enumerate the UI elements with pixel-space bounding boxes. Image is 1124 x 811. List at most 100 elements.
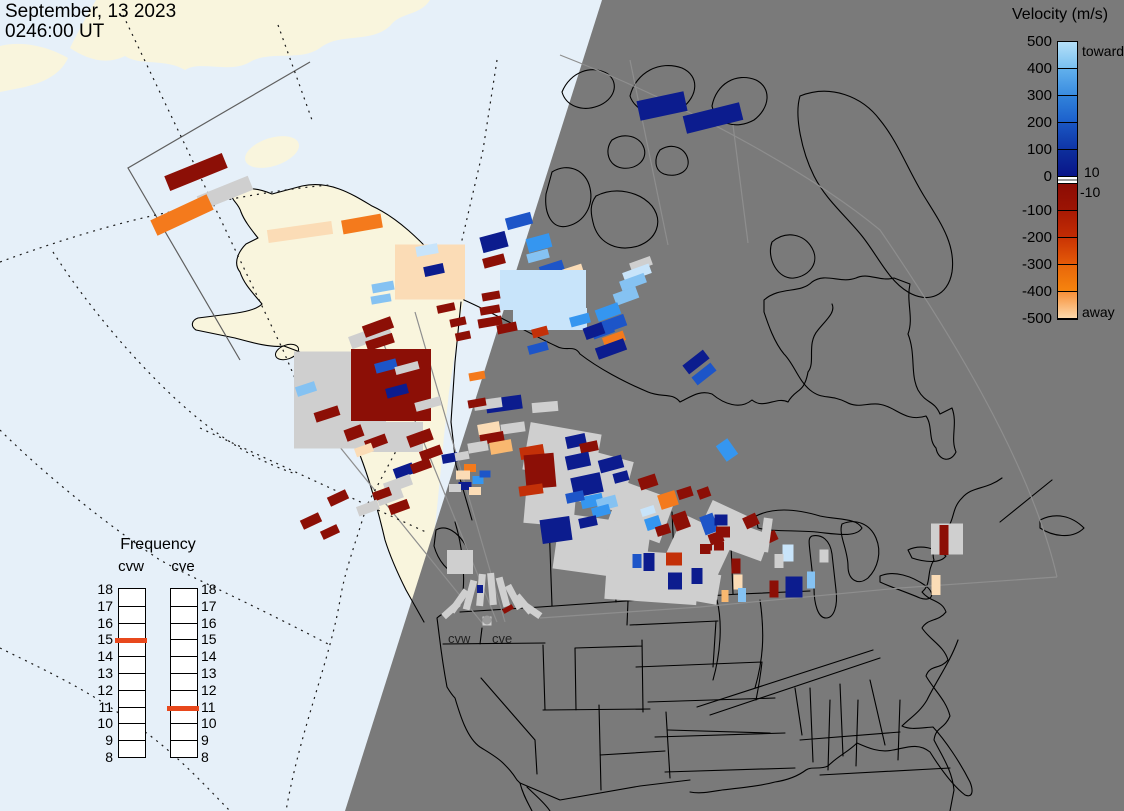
graticule-parallel-3 — [0, 429, 331, 646]
southampton-island — [770, 234, 816, 279]
velocity-cell — [456, 470, 470, 480]
banks-island — [545, 167, 592, 228]
velocity-cell — [415, 243, 439, 257]
frequency-tick-cve-10: 10 — [201, 715, 217, 732]
velocity-cell — [654, 523, 672, 537]
ladder-rung — [171, 606, 197, 607]
velocity-cell — [696, 486, 712, 500]
colorbar-segment-toward-2 — [1058, 96, 1077, 123]
station-label-cvw: cvw — [448, 631, 471, 646]
velocity-cell — [785, 576, 803, 598]
velocity-cell — [406, 428, 434, 448]
velocity-tick--400: -400 — [1021, 283, 1052, 300]
velocity-cell — [931, 575, 941, 595]
velocity-cell — [643, 553, 655, 571]
graticule-meridian-3 — [454, 59, 498, 271]
velocity-cell — [691, 362, 717, 386]
velocity-cell — [394, 361, 420, 375]
velocity-cell — [266, 221, 334, 243]
ladder-rung — [119, 623, 145, 624]
velocity-cell — [458, 482, 472, 490]
frequency-ladder-cvw — [118, 588, 146, 758]
frequency-column-label-cvw: cvw — [118, 558, 144, 575]
velocity-cell — [319, 524, 341, 540]
graticule-parallel-2 — [52, 251, 294, 474]
velocity-tick--100: -100 — [1021, 202, 1052, 219]
velocity-cell — [361, 316, 395, 338]
velocity-cell — [376, 487, 404, 507]
pos-threshold-label: 10 — [1084, 164, 1100, 180]
velocity-cell — [666, 552, 682, 566]
velocity-tick--200: -200 — [1021, 229, 1052, 246]
velocity-cell — [500, 421, 526, 435]
ladder-rung — [171, 656, 197, 657]
velocity-cell — [479, 230, 509, 254]
velocity-cell — [423, 263, 445, 277]
small-island-1 — [607, 135, 646, 169]
velocity-cell — [527, 341, 549, 355]
colorbar-segment-toward-0 — [1058, 42, 1077, 69]
night-terminator-region — [345, 0, 1124, 811]
velocity-cell — [449, 484, 461, 492]
frequency-tick-cvw-13: 13 — [97, 665, 113, 681]
velocity-cell — [715, 438, 739, 462]
ladder-rung — [119, 656, 145, 657]
velocity-cell — [525, 233, 553, 253]
velocity-cell — [539, 516, 573, 544]
velocity-cell — [612, 470, 630, 484]
frequency-tick-cvw-12: 12 — [97, 681, 113, 698]
colorbar-segment-toward-1 — [1058, 69, 1077, 96]
velocity-cell — [354, 442, 374, 458]
velocity-cell — [341, 213, 383, 235]
velocity-cell — [150, 194, 214, 236]
st-lawrence-river — [999, 479, 1053, 523]
north-fan-edge-2 — [732, 124, 749, 244]
baffin-island — [797, 90, 954, 299]
velocity-cell — [939, 525, 949, 555]
velocity-cell — [594, 302, 622, 322]
frequency-tick-cvw-15: 15 — [97, 631, 113, 648]
velocity-cell — [710, 550, 722, 564]
melville-island — [561, 69, 615, 109]
velocity-cell — [759, 517, 773, 553]
frequency-tick-cve-17: 17 — [201, 597, 217, 614]
velocity-cell — [496, 321, 518, 335]
frequency-tick-cvw-8: 8 — [105, 749, 113, 765]
velocity-cell — [637, 473, 659, 491]
velocity-cell — [477, 315, 503, 329]
colorbar-segment-away-0 — [1058, 184, 1077, 211]
velocity-cell — [469, 487, 481, 495]
colorbar-segment-away-4 — [1058, 292, 1077, 319]
frequency-tick-cvw-11: 11 — [98, 698, 113, 715]
velocity-cell — [464, 464, 476, 472]
ladder-rung — [171, 639, 197, 640]
velocity-cell — [374, 358, 398, 374]
away-label: away — [1082, 304, 1115, 320]
velocity-tick-400: 400 — [1026, 60, 1052, 77]
lake-erie — [879, 573, 933, 600]
velocity-cell — [372, 486, 392, 502]
velocity-cell — [392, 462, 416, 480]
velocity-cell — [601, 330, 627, 348]
velocity-cell — [682, 349, 710, 375]
velocity-cell — [819, 549, 829, 563]
state-borders-plains — [626, 599, 796, 779]
frequency-tick-cvw-16: 16 — [97, 614, 113, 631]
ladder-rung — [119, 723, 145, 724]
radar-site-dot — [482, 615, 492, 625]
frequency-marker-cvw — [115, 637, 147, 643]
velocity-cell — [632, 554, 642, 568]
velocity-cell — [565, 490, 585, 504]
velocity-cell — [382, 474, 414, 494]
velocity-colorbar — [1057, 41, 1078, 320]
kodiak-island — [274, 343, 300, 361]
velocity-cell — [523, 452, 557, 490]
frequency-tick-cve-18: 18 — [201, 581, 217, 597]
colorbar-segment-away-2 — [1058, 238, 1077, 265]
velocity-cell — [365, 332, 395, 352]
velocity-cell — [294, 381, 318, 397]
frequency-column-label-cve: cve — [171, 558, 195, 575]
velocity-cell — [385, 383, 409, 399]
devon-island — [711, 76, 768, 126]
